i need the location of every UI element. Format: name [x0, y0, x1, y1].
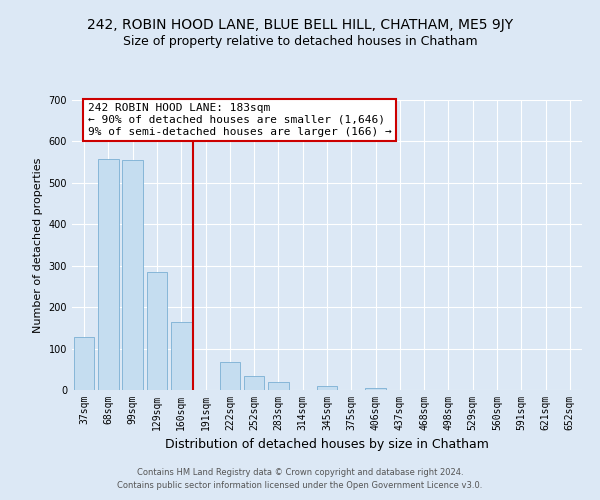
Bar	[244, 376, 265, 390]
Bar	[122, 160, 143, 390]
Bar	[317, 386, 337, 390]
Y-axis label: Number of detached properties: Number of detached properties	[33, 158, 43, 332]
Bar	[268, 382, 289, 390]
Bar	[220, 362, 240, 390]
Bar	[98, 159, 119, 390]
Text: Contains HM Land Registry data © Crown copyright and database right 2024.
Contai: Contains HM Land Registry data © Crown c…	[118, 468, 482, 490]
Text: Size of property relative to detached houses in Chatham: Size of property relative to detached ho…	[122, 35, 478, 48]
Text: 242 ROBIN HOOD LANE: 183sqm
← 90% of detached houses are smaller (1,646)
9% of s: 242 ROBIN HOOD LANE: 183sqm ← 90% of det…	[88, 104, 392, 136]
Bar	[146, 272, 167, 390]
Bar	[365, 388, 386, 390]
Text: 242, ROBIN HOOD LANE, BLUE BELL HILL, CHATHAM, ME5 9JY: 242, ROBIN HOOD LANE, BLUE BELL HILL, CH…	[87, 18, 513, 32]
Bar	[74, 337, 94, 390]
X-axis label: Distribution of detached houses by size in Chatham: Distribution of detached houses by size …	[165, 438, 489, 452]
Bar	[171, 322, 191, 390]
